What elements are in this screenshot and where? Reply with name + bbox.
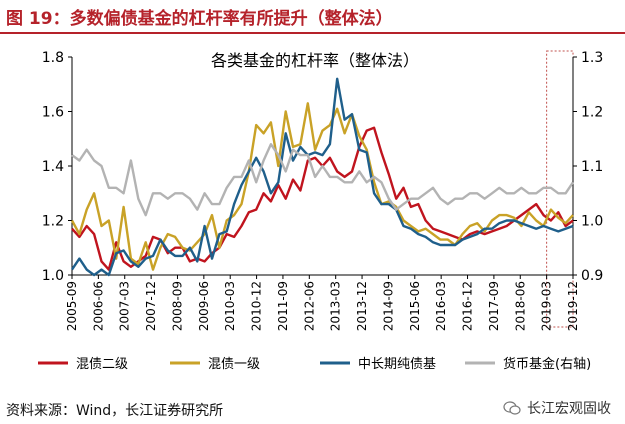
x-tick-label: 2018-06 — [513, 281, 527, 331]
y-right-tick-label: 1.3 — [581, 50, 603, 66]
x-tick-label: 2015-06 — [408, 281, 422, 331]
y-right-tick-label: 1.2 — [581, 105, 603, 121]
series-line-3 — [71, 142, 574, 217]
x-tick-label: 2010-03 — [223, 281, 237, 331]
x-tick-label: 2019-03 — [540, 281, 554, 331]
title-divider — [0, 32, 625, 34]
y-left-tick-label: 1.0 — [42, 268, 64, 284]
series-line-1 — [70, 102, 574, 271]
y-right-tick-label: 0.9 — [581, 268, 603, 284]
legend-label-2: 中长期纯债基 — [358, 357, 436, 372]
figure-title: 图 19：多数偏债基金的杠杆率有所提升（整体法） — [6, 9, 393, 29]
x-tick-label: 2016-03 — [434, 281, 448, 331]
x-tick-label: 2005-09 — [65, 281, 79, 331]
x-tick-label: 2013-12 — [355, 281, 369, 331]
x-tick-label: 2013-03 — [329, 281, 343, 331]
x-tick-label: 2014-09 — [381, 281, 395, 331]
series-line-2 — [71, 77, 574, 277]
y-right-tick-label: 1.0 — [581, 214, 603, 230]
x-tick-label: 2012-06 — [302, 281, 316, 331]
watermark-text: 长江宏观固收 — [527, 401, 611, 417]
x-tick-label: 2009-06 — [197, 281, 211, 331]
y-left-tick-label: 1.6 — [42, 105, 64, 121]
chart-title: 各类基金的杠杆率（整体法） — [211, 51, 419, 70]
source-note: 资料来源：Wind，长江证券研究所 — [6, 403, 224, 419]
x-tick-label: 2019-12 — [566, 281, 580, 331]
legend-label-1: 混债一级 — [208, 357, 260, 372]
y-left-tick-label: 1.4 — [42, 159, 64, 175]
y-right-tick-label: 1.1 — [581, 159, 603, 175]
x-tick-label: 2010-12 — [250, 281, 264, 331]
x-tick-label: 2007-12 — [144, 281, 158, 331]
x-tick-label: 2008-09 — [170, 281, 184, 331]
legend-label-3: 货币基金(右轴) — [503, 356, 591, 372]
x-tick-label: 2006-06 — [91, 281, 105, 331]
x-tick-label: 2011-09 — [276, 281, 290, 331]
legend-label-0: 混债二级 — [76, 357, 128, 372]
y-left-tick-label: 1.8 — [42, 50, 64, 66]
x-tick-label: 2007-03 — [118, 281, 132, 331]
watermark: 长江宏观固收 — [503, 398, 611, 418]
x-tick-label: 2017-09 — [487, 281, 501, 331]
wechat-icon — [503, 401, 521, 415]
x-tick-label: 2016-12 — [461, 281, 475, 331]
y-left-tick-label: 1.2 — [42, 214, 64, 230]
